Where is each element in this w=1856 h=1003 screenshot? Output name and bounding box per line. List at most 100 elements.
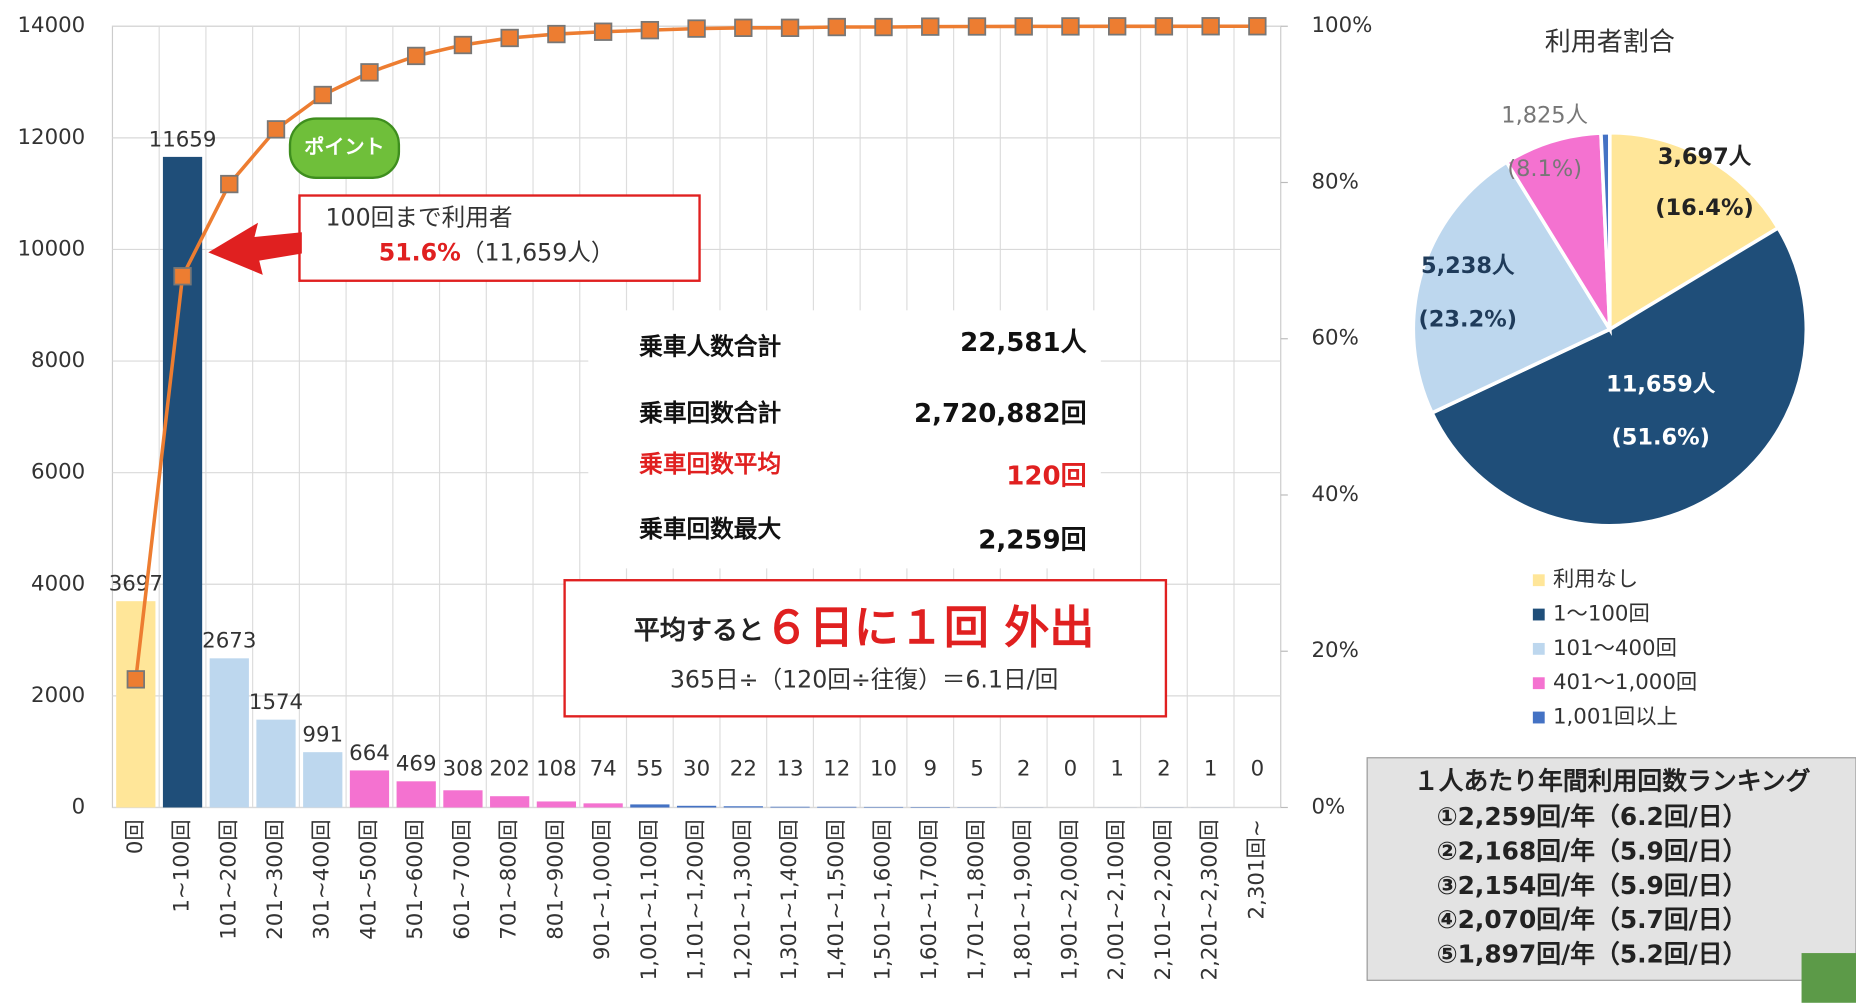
line-marker: [735, 20, 752, 37]
legend-label: 101～400回: [1553, 636, 1677, 661]
line-marker: [174, 268, 191, 285]
bar-value-label: 9: [923, 757, 937, 782]
bar: [303, 752, 342, 807]
summary-label: 乗車回数平均: [639, 450, 781, 478]
bar-value-label: 55: [636, 757, 663, 782]
x-tick-label: 1,301~1,400回: [777, 819, 802, 980]
bar-value-label: 10: [870, 757, 897, 782]
line-marker: [688, 20, 705, 37]
x-tick-label: 1,101~1,200回: [684, 819, 709, 980]
y2-tick-label: 20%: [1312, 638, 1359, 663]
x-tick-label: 801~900回: [543, 819, 568, 939]
bar: [537, 801, 576, 807]
x-tick-label: 1,601~1,700回: [917, 819, 942, 980]
x-tick-label: 2,001~2,100回: [1104, 819, 1129, 980]
line-marker: [1156, 18, 1173, 35]
x-tick-label: 1,501~1,600回: [871, 819, 896, 980]
line-marker: [1109, 18, 1126, 35]
pie-title: 利用者割合: [1545, 27, 1675, 57]
summary-value: 2,259回: [978, 526, 1086, 556]
bar-value-label: 2: [1157, 757, 1171, 782]
pie-value-label: 1,825人: [1501, 103, 1588, 129]
pie-value-label: 11,659人: [1606, 371, 1716, 397]
x-tick-label: 0回: [123, 819, 148, 854]
y-tick-label: 14000: [17, 13, 85, 38]
ranking-item: ④2,070回/年（5.7回/日）: [1437, 905, 1748, 934]
line-marker: [1202, 18, 1219, 35]
y-tick-label: 4000: [31, 571, 85, 596]
y2-tick-label: 40%: [1312, 482, 1359, 507]
legend-swatch: [1533, 712, 1545, 724]
y2-tick-label: 100%: [1312, 13, 1373, 38]
y2-tick-label: 0%: [1312, 794, 1346, 819]
line-marker: [642, 22, 659, 39]
line-marker: [969, 18, 986, 35]
y-tick-label: 6000: [31, 460, 85, 485]
x-tick-label: 2,201~2,300回: [1198, 819, 1223, 980]
x-tick-label: 1,701~1,800回: [964, 819, 989, 980]
bar-value-label: 13: [777, 757, 804, 782]
bar: [116, 601, 155, 807]
bar: [770, 807, 809, 808]
y-tick-label: 12000: [17, 125, 85, 150]
annotation-count: （11,659人）: [461, 238, 615, 266]
x-tick-label: 501~600回: [403, 819, 428, 939]
bar-value-label: 2: [1017, 757, 1031, 782]
bar: [911, 807, 950, 808]
line-marker: [128, 671, 145, 688]
bar: [724, 806, 763, 807]
bar-value-label: 3697: [109, 572, 163, 597]
legend-swatch: [1533, 574, 1545, 586]
callout-note: 365日÷（120回÷往復）＝6.1日/回: [670, 665, 1058, 693]
bar-value-label: 30: [683, 757, 710, 782]
bar: [817, 807, 856, 808]
bar-value-label: 5: [970, 757, 984, 782]
bar-value-label: 0: [1251, 757, 1265, 782]
dashboard: 020004000600080001000012000140000%20%40%…: [0, 0, 1856, 1003]
line-marker: [314, 87, 331, 104]
line-marker: [922, 18, 939, 35]
summary-label: 乗車回数最大: [639, 515, 781, 543]
line-marker: [829, 19, 846, 36]
bar: [210, 658, 249, 807]
legend-label: 1,001回以上: [1553, 705, 1678, 730]
x-tick-label: 2,301回~: [1244, 819, 1269, 919]
ranking-item: ⑤1,897回/年（5.2回/日）: [1437, 939, 1748, 968]
legend-label: 401～1,000回: [1553, 670, 1697, 695]
bar-value-label: 22: [730, 757, 757, 782]
x-tick-label: 701~800回: [497, 819, 522, 939]
x-tick-label: 1,901~2,000回: [1057, 819, 1082, 980]
x-tick-label: 901~1,000回: [590, 819, 615, 960]
bar: [163, 157, 202, 808]
pie-percent-label: (23.2%): [1419, 306, 1517, 332]
bar-value-label: 991: [302, 723, 343, 748]
y-tick-label: 8000: [31, 348, 85, 373]
summary-value: 120回: [1006, 462, 1086, 492]
callout-main: ６日に１回 外出: [764, 601, 1094, 654]
bar: [350, 770, 389, 807]
ranking-title: １人あたり年間利用回数ランキング: [1414, 767, 1811, 796]
y2-tick-label: 80%: [1312, 170, 1359, 195]
bar: [677, 806, 716, 808]
bar: [490, 796, 529, 807]
pie-percent-label: (16.4%): [1655, 195, 1754, 221]
pie-percent-label: (51.6%): [1611, 425, 1710, 451]
bar-value-label: 2673: [202, 629, 256, 654]
bar-value-label: 108: [536, 757, 577, 782]
line-marker: [875, 19, 892, 36]
bar-value-label: 469: [396, 752, 437, 777]
bar: [397, 781, 436, 807]
bar-value-label: 1: [1110, 757, 1124, 782]
pie-value-label: 5,238人: [1421, 253, 1515, 279]
ranking-item: ①2,259回/年（6.2回/日）: [1437, 802, 1748, 831]
x-tick-label: 101~200回: [216, 819, 241, 939]
summary-value: 2,720,882回: [914, 399, 1087, 429]
annotation-line2: 51.6%（11,659人）: [379, 238, 615, 266]
line-marker: [782, 20, 799, 37]
bar-value-label: 664: [349, 741, 390, 766]
y-tick-label: 0: [72, 794, 86, 819]
page: 020004000600080001000012000140000%20%40%…: [0, 0, 1856, 1003]
line-marker: [221, 176, 238, 193]
line-marker: [595, 23, 612, 40]
legend-swatch: [1533, 609, 1545, 621]
